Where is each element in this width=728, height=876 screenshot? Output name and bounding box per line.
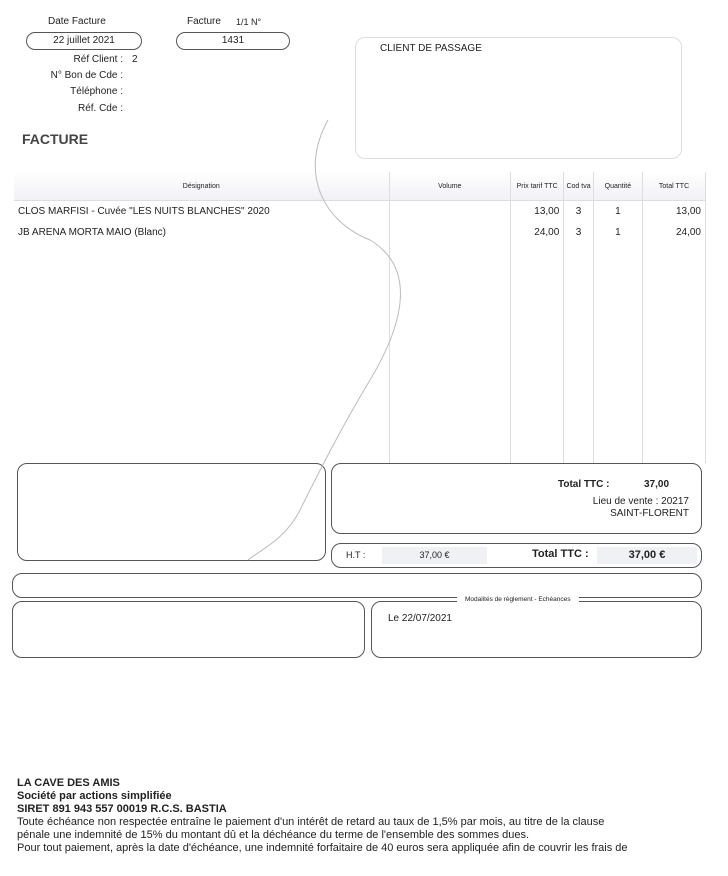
row-qty: 1 (593, 222, 644, 243)
terms-line-3: Pour tout paiement, après la date d'éché… (17, 842, 628, 854)
company-name: LA CAVE DES AMIS (17, 777, 120, 789)
table-row: JB ARENA MORTA MAIO (Blanc) 24,00 3 1 24… (14, 222, 706, 243)
table-header: Désignation Volume Prix tarif TTC Cod tv… (14, 172, 706, 201)
table-row: CLOS MARFISI - Cuvée "LES NUITS BLANCHES… (14, 200, 706, 222)
payment-box: Modalités de règlement - Echéances Le 22… (371, 596, 702, 658)
totals-box: Total TTC : 37,00 Lieu de vente : 20217 … (331, 463, 702, 534)
legal-form: Société par actions simplifiée (17, 790, 172, 802)
date-label: Date Facture (48, 16, 106, 27)
ref-client-label: Réf Client : (73, 54, 123, 65)
payment-due: Le 22/07/2021 (388, 613, 452, 624)
col-designation: Désignation (14, 172, 390, 201)
ht-value: 37,00 € (382, 547, 487, 564)
bon-cde-label: N° Bon de Cde : (50, 70, 123, 81)
row-total: 24,00 (642, 222, 706, 243)
row-designation: CLOS MARFISI - Cuvée "LES NUITS BLANCHES… (14, 200, 390, 222)
siret: SIRET 891 943 557 00019 R.C.S. BASTIA (17, 803, 227, 815)
invoice-lines-table: Désignation Volume Prix tarif TTC Cod tv… (14, 172, 706, 463)
row-volume (389, 200, 512, 222)
invoice-label: Facture (187, 16, 221, 27)
total-ttc-label: Total TTC : (558, 479, 610, 490)
row-designation: JB ARENA MORTA MAIO (Blanc) (14, 222, 390, 243)
ref-cde-label: Réf. Cde : (77, 103, 123, 114)
row-prix: 24,00 (510, 222, 565, 243)
row-tva: 3 (563, 222, 594, 243)
total-ttc-value: 37,00 (644, 479, 670, 490)
row-volume (389, 222, 512, 243)
lower-left-box (12, 601, 365, 658)
ref-client-value: 2 (132, 54, 138, 65)
row-qty: 1 (593, 200, 644, 222)
col-volume: Volume (389, 172, 512, 201)
col-total: Total TTC (642, 172, 706, 201)
row-total: 13,00 (642, 200, 706, 222)
invoice-number: 1431 (176, 32, 290, 50)
ville: SAINT-FLORENT (610, 508, 689, 519)
payment-legend: Modalités de règlement - Echéances (457, 596, 579, 603)
total-ttc-label-2: Total TTC : (532, 548, 589, 560)
row-prix: 13,00 (510, 200, 565, 222)
client-box: CLIENT DE PASSAGE (355, 37, 682, 159)
ht-label: H.T : (346, 550, 366, 560)
notes-box (17, 463, 326, 561)
client-name: CLIENT DE PASSAGE (380, 43, 482, 54)
terms-line-1: Toute échéance non respectée entraîne le… (17, 816, 605, 828)
telephone-label: Téléphone : (70, 86, 123, 97)
terms-line-2: pénale une indemnité de 15% du montant d… (17, 829, 530, 841)
blank-bar (12, 573, 702, 598)
summary-bar: H.T : 37,00 € Total TTC : 37,00 € (331, 543, 702, 568)
row-tva: 3 (563, 200, 594, 222)
col-quantite: Quantité (593, 172, 644, 201)
total-ttc-value-2: 37,00 € (597, 547, 697, 564)
col-tva: Cod tva (563, 172, 594, 201)
document-title: FACTURE (22, 131, 89, 147)
date-value: 22 juillet 2021 (26, 32, 142, 50)
invoice-page: 1/1 N° (236, 17, 262, 27)
lieu-vente: Lieu de vente : 20217 (592, 496, 689, 507)
col-prix: Prix tarif TTC (510, 172, 565, 201)
